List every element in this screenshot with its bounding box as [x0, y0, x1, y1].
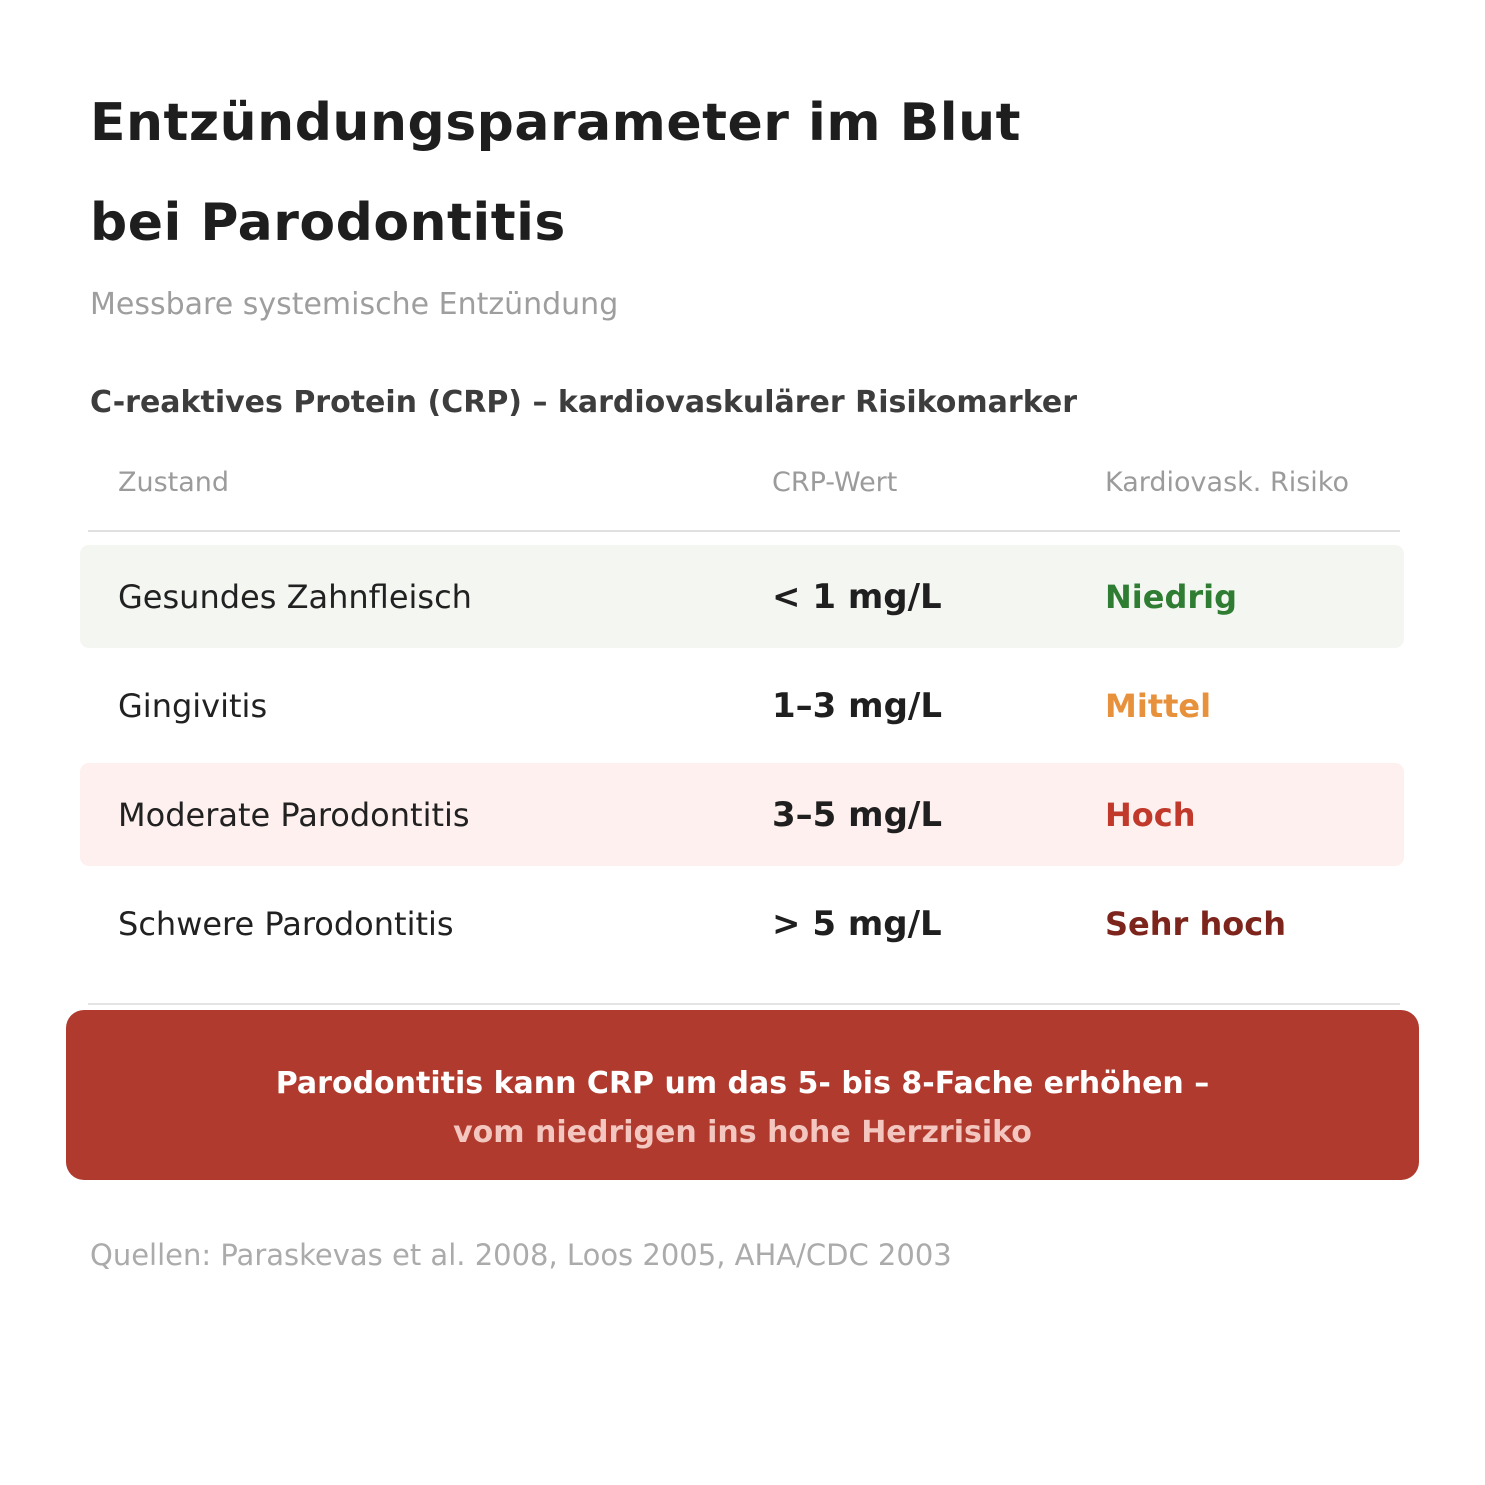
cell-condition: Schwere Parodontitis	[118, 904, 454, 943]
note-divider	[88, 1003, 1400, 1005]
cell-condition: Gesundes Zahnfleisch	[118, 577, 472, 616]
table-header-row: Zustand CRP-Wert Kardiovask. Risiko	[80, 467, 1404, 499]
page-title: Entzündungsparameter im Blut bei Parodont…	[90, 73, 1485, 273]
page-subtitle: Messbare systemische Entzündung	[90, 287, 619, 322]
column-header-crp: CRP-Wert	[772, 467, 898, 498]
cell-condition: Moderate Parodontitis	[118, 795, 470, 834]
page-title-line2: bei Parodontitis	[90, 193, 566, 253]
cell-risk-level: Mittel	[1105, 686, 1212, 725]
table-row: Gingivitis 1–3 mg/L Mittel	[80, 654, 1404, 757]
column-header-condition: Zustand	[118, 467, 230, 498]
table-row: Gesundes Zahnfleisch < 1 mg/L Niedrig	[80, 545, 1404, 648]
note-text-line2: vom niedrigen ins hohe Herzrisiko	[453, 1114, 1032, 1150]
crp-table-body: Gesundes Zahnfleisch < 1 mg/L Niedrig Gi…	[80, 545, 1404, 975]
header-divider	[88, 530, 1400, 532]
cell-crp-value: 1–3 mg/L	[772, 685, 942, 726]
cell-condition: Gingivitis	[118, 686, 268, 725]
cell-risk-level: Hoch	[1105, 795, 1196, 834]
cell-risk-level: Sehr hoch	[1105, 904, 1286, 943]
cell-crp-value: 3–5 mg/L	[772, 794, 942, 835]
note-text-line1: Parodontitis kann CRP um das 5- bis 8-Fa…	[275, 1065, 1210, 1101]
infographic-page: Entzündungsparameter im Blut bei Parodont…	[0, 73, 1485, 1485]
table-row: Schwere Parodontitis > 5 mg/L Sehr hoch	[80, 872, 1404, 975]
cell-crp-value: > 5 mg/L	[772, 903, 942, 944]
crp-table: Zustand CRP-Wert Kardiovask. Risiko Gesu…	[80, 467, 1404, 975]
column-header-risk: Kardiovask. Risiko	[1105, 467, 1349, 498]
table-row: Moderate Parodontitis 3–5 mg/L Hoch	[80, 763, 1404, 866]
footer-sources: Quellen: Paraskevas et al. 2008, Loos 20…	[90, 1238, 952, 1272]
page-title-line1: Entzündungsparameter im Blut	[90, 93, 1021, 153]
cell-risk-level: Niedrig	[1105, 577, 1238, 616]
section-heading: C-reaktives Protein (CRP) – kardiovaskul…	[90, 385, 1077, 420]
note-banner: Parodontitis kann CRP um das 5- bis 8-Fa…	[66, 1010, 1419, 1180]
cell-crp-value: < 1 mg/L	[772, 576, 942, 617]
